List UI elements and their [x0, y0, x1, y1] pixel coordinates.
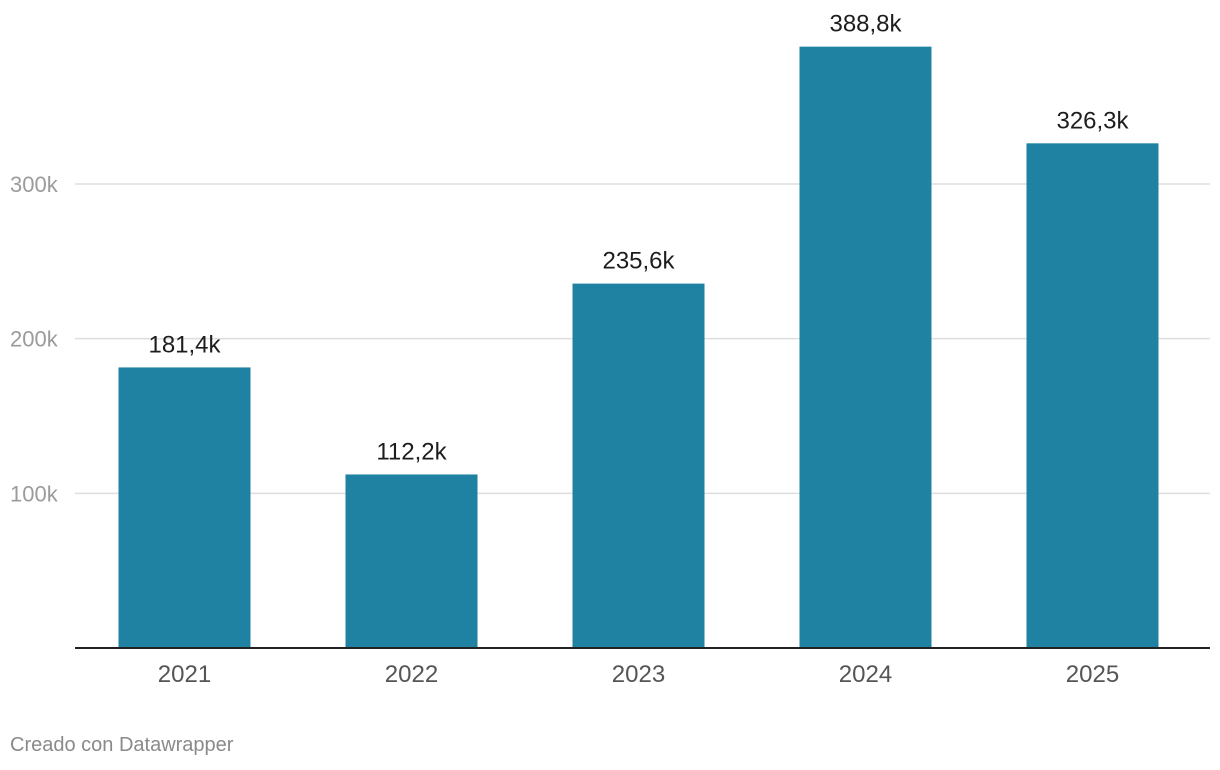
bars — [118, 46, 1159, 648]
y-axis-tick-labels: 100k 200k 300k — [10, 172, 59, 506]
y-tick-label: 100k — [10, 481, 59, 506]
data-labels: 181,4k 112,2k 235,6k 388,8k 326,3k — [148, 11, 1129, 466]
x-tick-label-2025: 2025 — [1066, 661, 1119, 688]
x-tick-label-2022: 2022 — [385, 661, 438, 688]
x-axis-tick-labels: 2021 2022 2023 2024 2025 — [158, 661, 1119, 688]
x-tick-label-2021: 2021 — [158, 661, 211, 688]
data-label-2021: 181,4k — [148, 331, 221, 358]
footer-credit: Creado con Datawrapper — [10, 734, 234, 756]
bar-2022 — [345, 474, 478, 648]
bar-2021 — [118, 367, 251, 648]
data-label-2024: 388,8k — [829, 11, 902, 38]
data-label-2022: 112,2k — [376, 438, 447, 465]
y-tick-label: 300k — [10, 172, 59, 197]
bar-2023 — [572, 283, 705, 648]
bar-2024 — [799, 46, 932, 648]
data-label-2025: 326,3k — [1056, 107, 1129, 134]
y-tick-label: 200k — [10, 327, 59, 352]
x-tick-label-2024: 2024 — [839, 661, 892, 688]
data-label-2023: 235,6k — [602, 248, 675, 275]
bar-2025 — [1026, 143, 1159, 648]
x-tick-label-2023: 2023 — [612, 661, 665, 688]
